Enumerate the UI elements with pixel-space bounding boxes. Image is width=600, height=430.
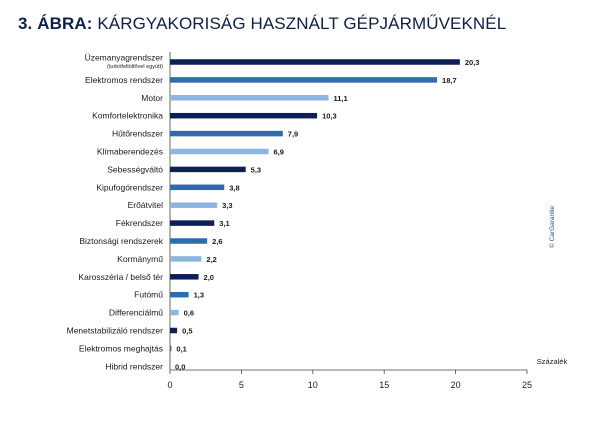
x-tick-label: 25 (522, 380, 532, 390)
category-label: Motor (141, 93, 163, 103)
value-label: 2,0 (204, 273, 214, 282)
category-label: Komfortelektronika (92, 111, 163, 121)
value-label: 3,8 (229, 183, 239, 192)
value-label: 0,0 (175, 362, 185, 371)
bar (170, 202, 218, 208)
x-tick-label: 20 (451, 380, 461, 390)
bar (170, 256, 202, 262)
bar (170, 220, 215, 226)
copyright-credit: © CarGarantie (549, 206, 556, 248)
bar (170, 148, 269, 155)
bar (170, 112, 318, 119)
chart-title-number: 3. ÁBRA: (18, 14, 93, 33)
category-label: Erőátvitel (128, 200, 164, 210)
bar (170, 291, 189, 298)
category-label: Fékrendszer (116, 218, 163, 228)
value-label: 18,7 (442, 76, 457, 85)
category-label: Üzemanyagrendszer (85, 53, 164, 63)
category-label: Biztonsági rendszerek (79, 236, 163, 246)
value-label: 20,3 (465, 58, 480, 67)
x-tick-label: 0 (167, 380, 172, 390)
category-label: Hibrid rendszer (105, 361, 163, 371)
value-label: 3,1 (219, 219, 229, 228)
category-label: Menetstabilizáló rendszer (67, 326, 164, 336)
x-tick-label: 5 (239, 380, 244, 390)
category-label: Klímaberendezés (97, 147, 163, 157)
category-label: Karosszéria / belső tér (78, 272, 163, 282)
value-label: 7,9 (288, 130, 298, 139)
bar (170, 184, 225, 191)
category-label: Kormánymű (117, 254, 163, 264)
category-sublabel: (turbófeltöltővel együtt) (107, 64, 163, 70)
x-tick-label: 15 (379, 380, 389, 390)
value-label: 0,5 (182, 327, 192, 336)
chart-title: 3. ÁBRA: KÁRGYAKORISÁG HASZNÁLT GÉPJÁRMŰ… (18, 14, 506, 34)
bar (170, 309, 179, 316)
x-axis-label: Százalék (537, 357, 568, 366)
bar (170, 345, 172, 352)
value-label: 2,2 (206, 255, 216, 264)
value-label: 3,3 (222, 201, 232, 210)
category-label: Futómű (134, 290, 163, 300)
category-label: Differenciálmű (109, 308, 163, 318)
bar (170, 77, 438, 83)
category-label: Elektromos meghajtás (79, 343, 163, 353)
bar (170, 238, 208, 244)
value-label: 5,3 (251, 165, 261, 174)
category-label: Sebességváltó (107, 164, 163, 174)
bar (170, 95, 329, 101)
value-label: 0,1 (176, 344, 186, 353)
bar (170, 274, 199, 280)
chart-title-text: KÁRGYAKORISÁG HASZNÁLT GÉPJÁRMŰVEKNÉL (97, 14, 507, 33)
value-label: 2,6 (212, 237, 222, 246)
bar (170, 327, 178, 334)
bar (170, 130, 283, 137)
bar (170, 59, 460, 65)
bar (170, 166, 246, 173)
value-label: 1,3 (194, 291, 204, 300)
value-label: 0,6 (184, 309, 194, 318)
category-label: Elektromos rendszer (85, 75, 163, 85)
category-label: Kipufogórendszer (96, 182, 163, 192)
x-tick-label: 10 (308, 380, 318, 390)
value-label: 6,9 (274, 148, 284, 157)
value-label: 11,1 (334, 94, 348, 103)
category-label: Hűtőrendszer (112, 129, 163, 139)
value-label: 10,3 (322, 112, 337, 121)
